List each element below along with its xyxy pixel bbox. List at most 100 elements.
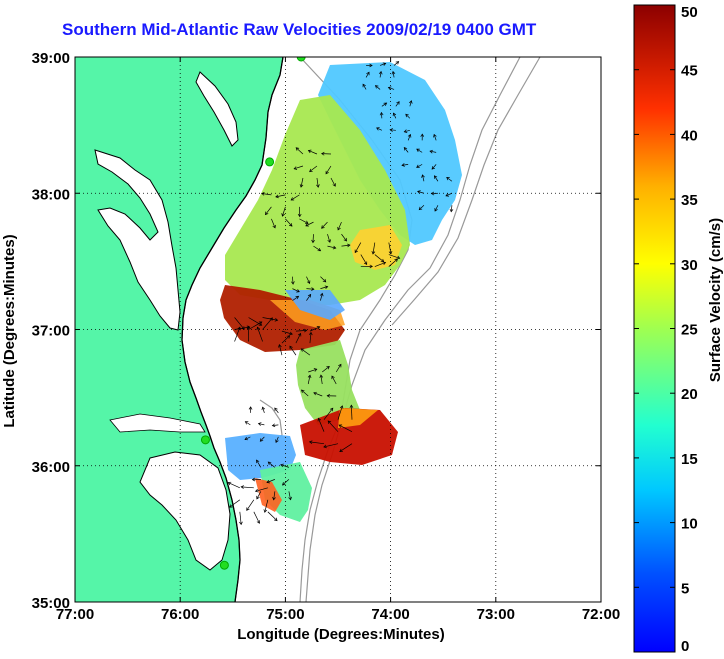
velocity-arrow (290, 194, 300, 201)
velocity-arrow (320, 276, 327, 283)
velocity-arrow (267, 511, 278, 521)
x-tick-label: 74:00 (371, 606, 409, 623)
velocity-arrow (245, 421, 251, 426)
velocity-arrow-head (293, 166, 298, 170)
velocity-arrow-head (366, 71, 370, 76)
velocity-arrow-head (264, 211, 269, 216)
colorbar-tick-label: 10 (681, 516, 698, 533)
radar-site-marker (219, 560, 229, 570)
velocity-arrow (266, 479, 276, 483)
velocity-arrow (300, 348, 311, 356)
velocity-arrow (260, 436, 265, 442)
velocity-arrow-head (274, 517, 278, 522)
velocity-arrow-head (387, 86, 392, 90)
velocity-arrow-head (429, 149, 433, 154)
velocity-arrow (274, 407, 279, 414)
velocity-arrow-head (343, 237, 347, 242)
velocity-arrow (292, 296, 299, 301)
velocity-arrow-head (392, 112, 397, 117)
velocity-arrow (308, 368, 317, 373)
velocity-arrow-head (382, 261, 387, 266)
velocity-arrow-head (311, 287, 315, 291)
velocity-arrow-head (261, 192, 265, 196)
velocity-arrow-head (369, 264, 373, 269)
velocity-arrow-head (256, 520, 261, 524)
velocity-arrow (313, 245, 321, 252)
velocity-arrow (281, 335, 290, 344)
velocity-arrow-head (306, 280, 311, 285)
velocity-arrow (253, 511, 260, 524)
velocity-arrow (330, 177, 336, 187)
velocity-arrow (434, 205, 439, 212)
velocity-arrow-head (303, 328, 308, 333)
velocity-arrow (365, 72, 370, 78)
velocity-arrow-head (307, 293, 312, 298)
velocity-arrow-head (239, 521, 243, 526)
radar-sites (200, 57, 306, 570)
velocity-arrow-head (290, 197, 295, 201)
delaware-bay (195, 71, 239, 147)
velocity-arrow (299, 218, 309, 224)
velocity-arrow (320, 293, 323, 301)
velocity-arrow-head (394, 258, 399, 262)
velocity-arrow (360, 254, 368, 265)
velocity-arrow (416, 148, 423, 153)
velocity-arrow (294, 165, 304, 170)
velocity-arrow-head (258, 321, 263, 325)
velocity-arrow (289, 346, 297, 356)
velocity-arrow-head (278, 344, 282, 348)
velocity-arrow-head (405, 113, 409, 118)
velocity-arrow-head (376, 127, 380, 131)
velocity-arrow-head (374, 85, 379, 89)
velocity-arrow-head (327, 420, 332, 425)
velocity-arrow-head (297, 332, 302, 337)
velocity-arrow-head (431, 166, 436, 170)
velocity-arrow-head (326, 366, 330, 370)
velocity-arrow (309, 326, 320, 332)
velocity-arrow-head (401, 163, 405, 167)
velocity-arrow-head (420, 133, 425, 137)
velocity-arrow (445, 192, 453, 197)
velocity-arrow (309, 165, 318, 172)
velocity-arrow (229, 499, 241, 508)
velocity-arrow-head (317, 417, 322, 422)
velocity-arrow (341, 244, 350, 247)
velocity-arrow (295, 147, 304, 155)
velocity-arrow-head (319, 374, 324, 378)
x-tick-label: 72:00 (582, 606, 620, 623)
velocity-arrow (309, 441, 325, 445)
velocity-arrow-head (296, 289, 300, 293)
velocity-arrow (312, 234, 314, 243)
velocity-arrow-head (246, 507, 250, 511)
velocity-arrow-head (269, 317, 273, 321)
velocity-arrow (307, 375, 311, 385)
velocity-arrow (292, 276, 294, 285)
radar-site-marker (296, 57, 306, 62)
velocity-arrow-head (339, 448, 343, 452)
albemarle-sound (109, 413, 206, 433)
velocity-arrow-head (305, 223, 309, 227)
colorbar-tick-label: 50 (681, 4, 698, 21)
velocity-arrow-head (317, 247, 322, 252)
x-axis: 77:00 76:00 75:00 74:00 73:00 72:00 (56, 57, 620, 623)
velocity-arrow (388, 254, 400, 259)
velocity-arrow (256, 459, 262, 468)
velocity-arrow-head (308, 331, 313, 336)
y-tick-label: 36:00 (32, 459, 70, 476)
velocity-arrow (261, 193, 272, 196)
velocity-arrow-head (289, 331, 293, 336)
x-axis-label: Longitude (Degrees:Minutes) (237, 626, 445, 643)
velocity-arrow-head (254, 488, 259, 493)
velocity-arrow-head (313, 368, 318, 372)
velocity-arrow (241, 486, 254, 489)
x-tick-label: 76:00 (161, 606, 199, 623)
velocity-arrow (262, 317, 273, 330)
velocity-arrow (335, 364, 342, 373)
velocity-arrow-head (362, 83, 366, 88)
y-tick-label: 38:00 (32, 186, 70, 203)
velocity-arrow (338, 424, 353, 432)
velocity-arrow (381, 102, 387, 107)
velocity-arrow-head (275, 439, 279, 444)
velocity-arrow-head (332, 183, 336, 187)
velocity-vectors (227, 61, 454, 526)
